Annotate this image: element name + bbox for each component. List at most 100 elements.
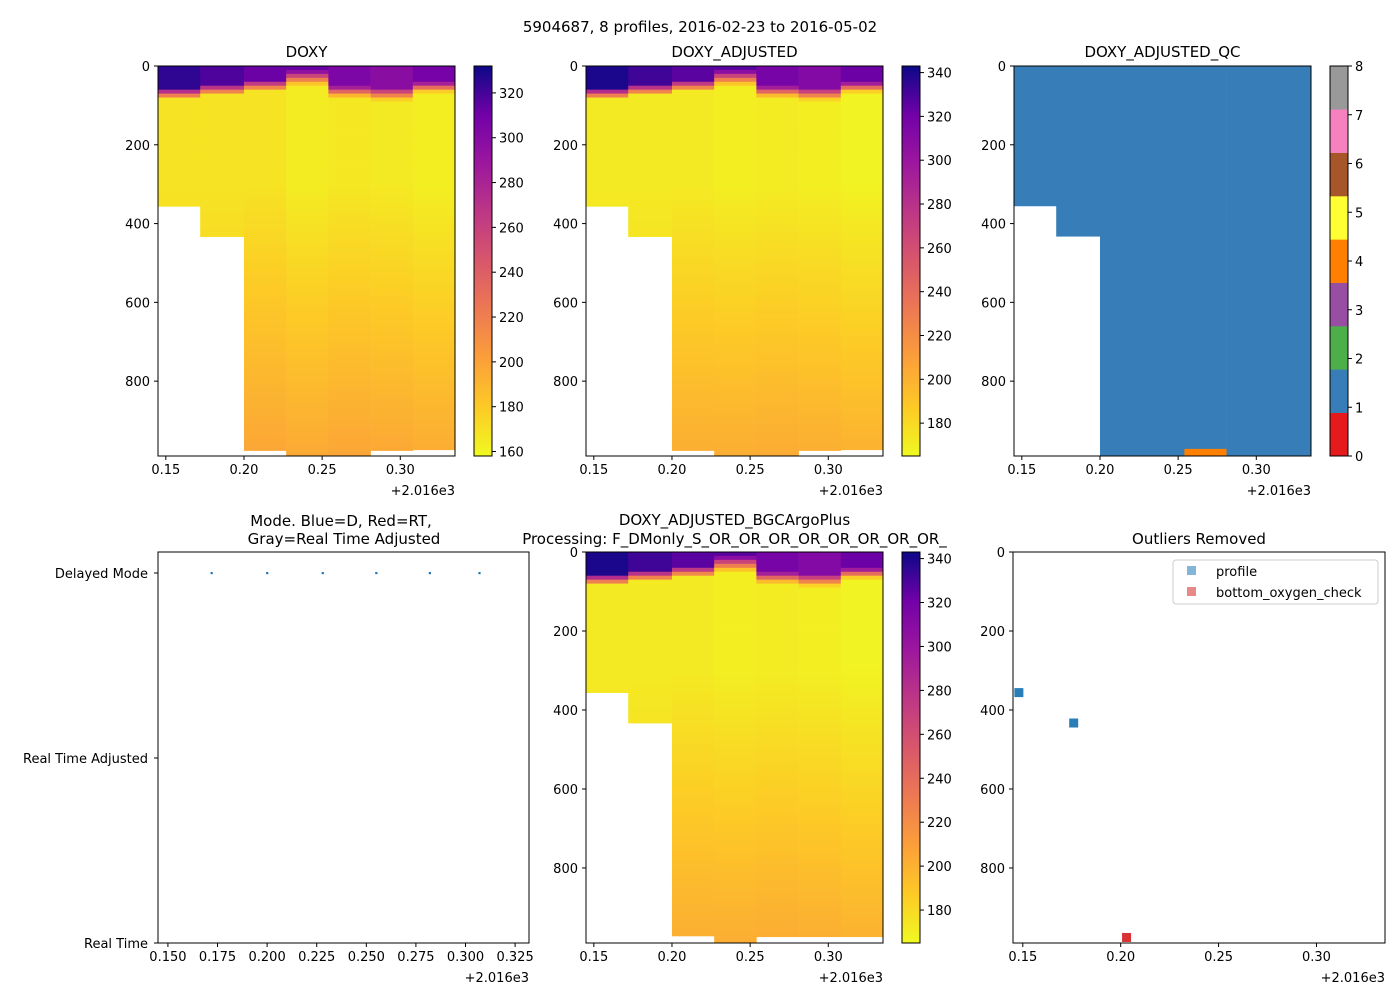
heatmap-cell xyxy=(798,333,842,339)
heatmap-cell xyxy=(840,117,884,122)
heatmap-cell xyxy=(671,117,715,122)
heatmap-cell xyxy=(412,101,456,106)
heatmap-cell xyxy=(714,907,757,912)
heatmap-cell xyxy=(756,302,799,307)
outlier-profile-marker xyxy=(1014,688,1024,698)
heatmap-cell xyxy=(671,864,715,869)
heatmap-cell xyxy=(243,286,287,291)
heatmap-cell xyxy=(412,156,456,161)
heatmap-cell xyxy=(328,101,371,106)
heatmap-cell xyxy=(286,129,329,134)
heatmap-cell xyxy=(756,666,799,671)
heatmap-cell xyxy=(798,812,842,818)
qc-colorbar-block xyxy=(1330,412,1348,457)
heatmap-cell xyxy=(586,662,629,667)
heatmap-cell xyxy=(586,686,629,691)
heatmap-cell xyxy=(243,215,287,221)
heatmap-cell xyxy=(628,694,673,699)
heatmap-cell xyxy=(840,670,884,675)
heatmap-cell xyxy=(840,302,884,307)
heatmap-cell xyxy=(756,646,799,652)
heatmap-cell xyxy=(200,207,245,213)
heatmap-cell xyxy=(370,196,414,201)
heatmap-cell xyxy=(586,642,629,648)
heatmap-cell xyxy=(840,634,884,640)
heatmap-cell xyxy=(798,369,842,374)
heatmap-cell xyxy=(756,832,799,837)
y-tick-label: 0 xyxy=(570,546,578,561)
heatmap-cell xyxy=(756,199,799,205)
heatmap-cell xyxy=(243,302,287,307)
heatmap-cell xyxy=(671,428,715,433)
heatmap-cell xyxy=(798,848,842,853)
heatmap-cell xyxy=(671,93,715,98)
heatmap-cell xyxy=(243,396,287,402)
heatmap-cell xyxy=(756,603,799,608)
heatmap-cell xyxy=(756,109,799,114)
heatmap-cell xyxy=(200,156,245,161)
heatmap-cell xyxy=(756,337,799,343)
heatmap-cell xyxy=(756,788,799,794)
heatmap-cell xyxy=(756,396,799,402)
heatmap-cell xyxy=(671,290,715,295)
heatmap-cell xyxy=(671,737,715,742)
heatmap-cell xyxy=(286,196,329,201)
heatmap-cell xyxy=(328,125,371,130)
heatmap-cell xyxy=(412,341,456,347)
heatmap-cell xyxy=(628,682,673,687)
heatmap-cell xyxy=(798,788,842,794)
heatmap-cell xyxy=(840,396,884,402)
heatmap-cell xyxy=(200,77,245,83)
colorbar-tick-label: 180 xyxy=(927,904,952,919)
heatmap-cell xyxy=(840,227,884,232)
heatmap-cell xyxy=(243,164,287,169)
heatmap-cell xyxy=(798,792,842,798)
heatmap-cell xyxy=(798,891,842,897)
heatmap-cell xyxy=(286,365,329,370)
heatmap-cell xyxy=(243,341,287,347)
heatmap-cell xyxy=(840,662,884,667)
heatmap-cell xyxy=(412,184,456,189)
heatmap-cell xyxy=(798,575,842,581)
heatmap-cell xyxy=(286,326,329,331)
heatmap-cell xyxy=(840,753,884,758)
heatmap-cell xyxy=(286,369,329,374)
heatmap-cell xyxy=(840,337,884,343)
heatmap-cell xyxy=(328,176,371,181)
heatmap-cell xyxy=(671,436,715,441)
heatmap-cell xyxy=(586,603,629,608)
heatmap-cell xyxy=(671,314,715,319)
heatmap-cell xyxy=(286,353,329,358)
heatmap-cell xyxy=(798,725,842,731)
heatmap-cell xyxy=(370,381,414,386)
heatmap-cell xyxy=(628,721,673,724)
heatmap-cell xyxy=(286,172,329,177)
heatmap-cell xyxy=(756,278,799,284)
heatmap-cell xyxy=(671,682,715,687)
heatmap-cell xyxy=(370,302,414,307)
colorbar-tick-label: 0 xyxy=(1355,450,1363,465)
heatmap-cell xyxy=(370,294,414,299)
heatmap-cell xyxy=(671,227,715,232)
heatmap-cell xyxy=(412,349,456,354)
heatmap-cell xyxy=(243,278,287,284)
heatmap-cell xyxy=(714,792,757,798)
heatmap-cell xyxy=(756,132,799,138)
heatmap-cell xyxy=(328,203,371,209)
heatmap-cell xyxy=(671,144,715,150)
heatmap-cell xyxy=(714,773,757,778)
heatmap-cell xyxy=(840,101,884,106)
heatmap-cell xyxy=(370,392,414,398)
heatmap-cell xyxy=(798,373,842,378)
heatmap-cell xyxy=(798,322,842,327)
heatmap-cell xyxy=(243,136,287,142)
heatmap-cell xyxy=(370,231,414,236)
heatmap-cell xyxy=(328,377,371,382)
heatmap-cell xyxy=(798,773,842,778)
heatmap-cell xyxy=(200,215,245,221)
heatmap-cell xyxy=(628,93,673,98)
heatmap-cell xyxy=(714,769,757,774)
heatmap-cell xyxy=(840,903,884,908)
